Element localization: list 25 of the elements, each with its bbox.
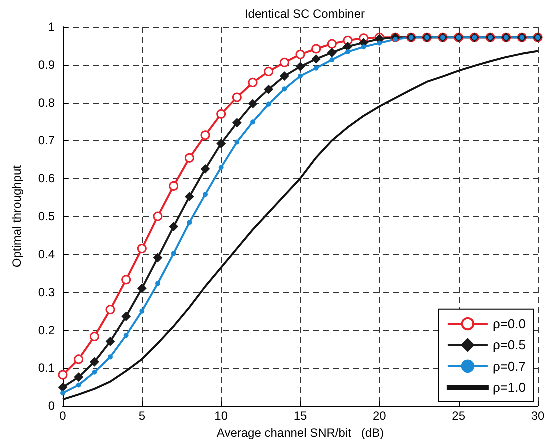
y-axis-title: Optimal throughput [10,164,24,268]
x-tick-label: 5 [138,409,146,424]
y-tick-label: 0.7 [38,134,56,148]
legend-label: ρ=0.0 [492,316,526,332]
y-tick-label: 0 [48,399,56,414]
y-tick-label: 1 [48,20,56,34]
x-tick-label: 10 [214,409,228,424]
y-tick-label: 0.5 [38,210,56,224]
y-tick-label: 0.2 [38,323,56,338]
y-tick-label: 0.9 [38,58,56,72]
legend-label: ρ=0.7 [492,358,526,374]
y-tick-label: 0.1 [38,361,56,376]
y-tick-label: 0.3 [38,285,56,300]
x-axis-title: Average channel SNR/bit (dB) [216,426,384,440]
y-tick-label: 0.6 [38,172,56,186]
x-tick-label: 15 [294,409,308,424]
y-tick-label: 0.8 [38,96,56,110]
y-tick-label: 0.4 [38,247,56,262]
x-tick-label: 25 [452,409,466,424]
x-tick-label: 0 [60,409,67,424]
x-tick-label: 30 [531,409,545,424]
legend-label: ρ=0.5 [492,338,526,353]
x-tick-label: 20 [372,409,387,424]
chart-title: Identical SC Combiner [244,7,366,21]
legend-label: ρ=1.0 [492,380,526,395]
